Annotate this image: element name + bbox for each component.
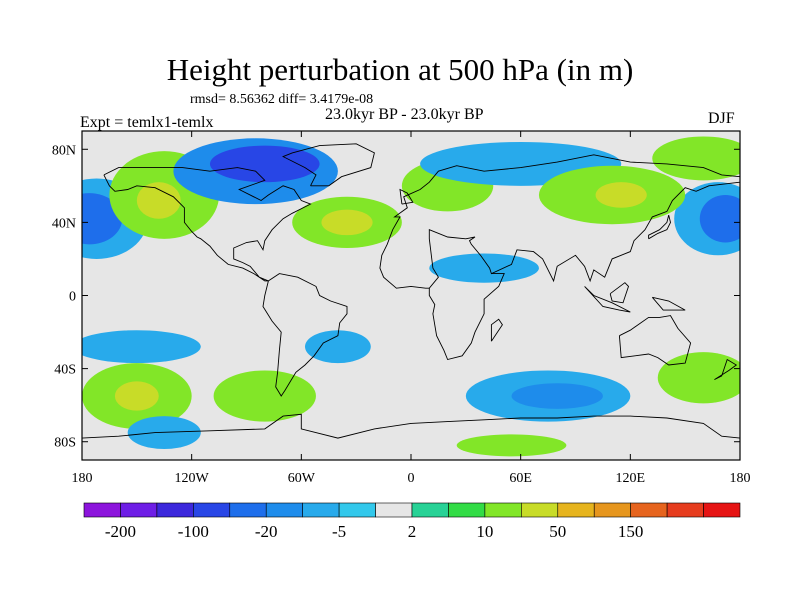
lon-tick-label: 0 — [408, 471, 415, 486]
colorbar-swatch — [375, 502, 413, 518]
lat-tick-label: 0 — [69, 290, 76, 305]
colorbar-swatch — [193, 502, 231, 518]
colorbar-swatch — [83, 502, 121, 518]
colorbar-swatch — [229, 502, 267, 518]
colorbar-swatch — [666, 502, 704, 518]
anomaly-patch-indian-ocean-low-core — [511, 383, 603, 409]
coastline-eurasia-africa — [379, 154, 740, 289]
anomaly-patch-arctic-canada-low-core — [209, 145, 320, 183]
anomaly-patch-siberia-high-core — [595, 182, 647, 208]
coastlines — [82, 143, 740, 439]
anomaly-patch-north-atlantic-high-core — [321, 209, 373, 236]
colorbar-swatch — [120, 502, 158, 518]
colorbar-swatch — [338, 502, 376, 518]
lon-tick-label: 120W — [175, 471, 210, 486]
colorbar-swatch — [302, 502, 340, 518]
lon-tick-label: 180 — [72, 471, 93, 486]
colorbar-swatch — [557, 502, 595, 518]
season-label: DJF — [708, 110, 735, 127]
map-panel — [81, 130, 741, 461]
anomaly-patch-south-atlantic-low — [304, 330, 371, 364]
colorbar-swatch — [448, 502, 486, 518]
period-label: 23.0kyr BP - 23.0kyr BP — [325, 106, 484, 123]
colorbar-swatch — [703, 502, 741, 518]
coastline-borneo — [609, 282, 630, 304]
coastline-north-america — [103, 167, 312, 282]
coastline-south-america — [262, 273, 348, 397]
coastline-indonesia — [584, 286, 631, 313]
colorbar-label: 150 — [618, 522, 644, 541]
colorbar: -200 -100 -20 -5 2 10 50 150 — [83, 502, 741, 541]
colorbar-swatch — [484, 502, 522, 518]
colorbar-label: 10 — [476, 522, 493, 541]
coastline-east-africa — [428, 273, 505, 361]
colorbar-swatch — [593, 502, 631, 518]
anomaly-patch-west-canada-high-core — [136, 182, 181, 219]
colorbar-label: -100 — [178, 522, 209, 541]
colorbar-label: 2 — [408, 522, 417, 541]
colorbar-swatch — [265, 502, 303, 518]
anomaly-patch-antarctic-high — [456, 434, 567, 457]
colorbar-swatch — [630, 502, 668, 518]
colorbar-label: 50 — [549, 522, 566, 541]
lat-tick-label: 80S — [54, 436, 76, 451]
lon-tick-label: 60E — [509, 471, 532, 486]
colorbar-label: -200 — [105, 522, 136, 541]
lat-tick-label: 40S — [54, 363, 76, 378]
map-axes: 80N 40N 0 40S 80S 180 120W 60W 0 60E 120E 180 — [52, 131, 751, 486]
anomaly-patch-east-arctic-high — [652, 136, 740, 181]
lat-tick-label: 80N — [52, 143, 76, 158]
colorbar-swatch — [521, 502, 559, 518]
lat-tick-label: 40N — [52, 216, 76, 231]
coastline-greenland — [282, 143, 375, 187]
colorbar-label: -20 — [255, 522, 278, 541]
coastline-uk — [399, 188, 414, 205]
lon-tick-label: 60W — [288, 471, 316, 486]
lon-tick-label: 180 — [730, 471, 751, 486]
lon-tick-label: 120E — [616, 471, 646, 486]
anomaly-patch-north-pacific-low-east-core — [699, 194, 740, 243]
coastline-madagascar — [490, 318, 503, 342]
coastline-antarctica — [82, 413, 740, 439]
coastline-australia — [618, 315, 692, 366]
anomaly-patch-south-atlantic-high — [213, 370, 316, 422]
anomaly-patch-south-pacific-high-core — [114, 381, 159, 411]
colorbar-swatch — [156, 502, 194, 518]
coastline-japan — [648, 214, 671, 240]
anomaly-patch-sahara-low — [429, 253, 539, 283]
anomaly-patch-south-pacific-low — [82, 330, 201, 364]
coastline-new-zealand — [714, 358, 738, 381]
coastline-new-guinea — [651, 296, 686, 311]
colorbar-label: -5 — [332, 522, 346, 541]
colorbar-swatch — [411, 502, 449, 518]
plot-title: Height perturbation at 500 hPa (in m) — [166, 52, 634, 87]
anomaly-patch-australia-high — [657, 352, 740, 404]
stats-line: rmsd= 8.56362 diff= 3.4179e-08 — [190, 92, 374, 107]
experiment-label: Expt = temlx1-temlx — [80, 114, 214, 131]
